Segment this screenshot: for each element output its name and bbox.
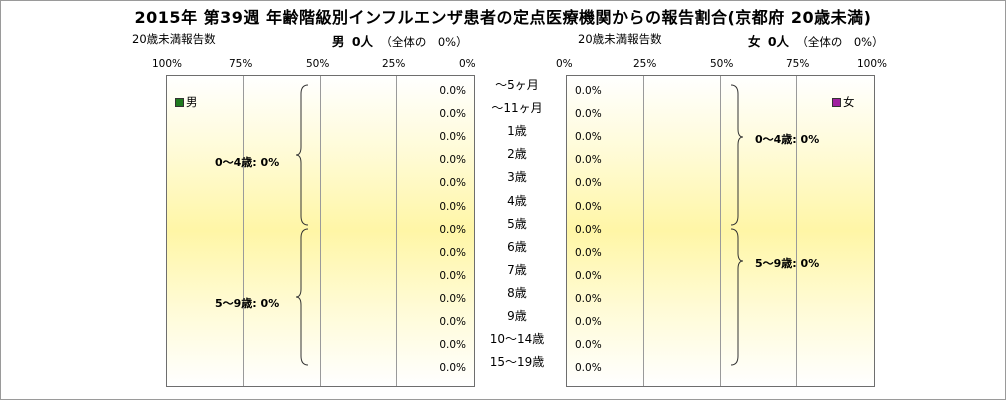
male-value-label: 0.0% xyxy=(439,177,466,190)
category-label: 2歳 xyxy=(507,147,527,162)
male-value-label: 0.0% xyxy=(439,131,466,144)
male-group-0-4-label: 0～4歳: 0% xyxy=(215,156,280,169)
category-label: 5歳 xyxy=(507,216,527,231)
chart-title: 2015年 第39週 年齢階級別インフルエンザ患者の定点医療機関からの報告割合(… xyxy=(134,8,872,27)
female-value-label: 0.0% xyxy=(575,339,602,352)
male-legend-swatch xyxy=(175,97,184,107)
female-value-label: 0.0% xyxy=(575,200,602,213)
category-label: 4歳 xyxy=(507,193,527,208)
male-value-label: 0.0% xyxy=(439,339,466,352)
female-summary-name: 女 xyxy=(748,34,761,49)
male-group-5-9-label: 5～9歳: 0% xyxy=(215,297,280,310)
female-legend-label: 女 xyxy=(843,95,855,109)
female-gridline xyxy=(720,76,721,386)
category-label: 1歳 xyxy=(507,124,527,139)
male-tick-label: 50% xyxy=(306,58,330,70)
male-tick-label: 75% xyxy=(229,58,253,70)
female-tick-label: 25% xyxy=(633,58,657,70)
male-summary-share: （全体の 0%） xyxy=(380,35,468,49)
male-tick-label: 0% xyxy=(459,58,476,70)
female-tick-label: 75% xyxy=(786,58,810,70)
male-gridline xyxy=(396,76,397,386)
male-tick-label: 25% xyxy=(382,58,406,70)
male-value-label: 0.0% xyxy=(439,316,466,328)
category-label: 15～19歳 xyxy=(489,355,545,370)
category-label: 10～14歳 xyxy=(489,332,545,347)
female-tick-label: 0% xyxy=(556,58,573,70)
male-brace-0-4 xyxy=(295,84,309,226)
female-value-label: 0.0% xyxy=(575,223,602,236)
female-value-label: 0.0% xyxy=(575,131,602,144)
male-value-label: 0.0% xyxy=(439,200,466,213)
female-legend-swatch xyxy=(832,97,841,107)
male-value-label: 0.0% xyxy=(439,223,466,236)
female-value-label: 0.0% xyxy=(575,108,602,121)
female-value-label: 0.0% xyxy=(575,292,602,305)
male-value-label: 0.0% xyxy=(439,269,466,282)
female-value-label: 0.0% xyxy=(575,177,602,190)
female-tick-label: 100% xyxy=(857,58,888,70)
female-value-label: 0.0% xyxy=(575,316,602,328)
female-plot-area: 女 0.0% 0.0% 0.0% 0.0% 0.0% 0.0% 0.0% 0.0% 0.0% 0.… xyxy=(566,75,875,387)
female-gridline xyxy=(796,76,797,386)
category-label: 9歳 xyxy=(507,309,527,323)
male-summary-count: 0人 xyxy=(351,34,374,49)
female-group-0-4-label: 0～4歳: 0% xyxy=(755,133,820,146)
male-plot-area: 男 0.0% 0.0% 0.0% 0.0% 0.0% 0.0% 0.0% 0.0% 0.0% 0.… xyxy=(166,75,475,387)
male-value-label: 0.0% xyxy=(439,154,466,167)
male-value-label: 0.0% xyxy=(439,246,466,259)
male-value-label: 0.0% xyxy=(439,108,466,121)
female-value-label: 0.0% xyxy=(575,85,602,97)
male-tick-label: 100% xyxy=(152,58,183,70)
female-legend: 女 xyxy=(832,94,855,110)
female-summary-count: 0人 xyxy=(767,34,790,49)
male-summary: 男 0人 （全体の 0%） xyxy=(332,31,468,50)
male-report-label: 20歳未満報告数 xyxy=(132,32,216,46)
male-value-label: 0.0% xyxy=(439,362,466,375)
female-brace-0-4 xyxy=(730,84,744,226)
male-gridline xyxy=(243,76,244,386)
female-summary-share: （全体の 0%） xyxy=(796,35,884,49)
male-summary-name: 男 xyxy=(332,34,345,49)
category-label: ～5ヶ月 xyxy=(495,78,539,92)
female-report-label: 20歳未満報告数 xyxy=(578,32,662,46)
male-legend-label: 男 xyxy=(186,95,198,109)
female-value-label: 0.0% xyxy=(575,246,602,259)
female-value-label: 0.0% xyxy=(575,154,602,167)
male-brace-5-9 xyxy=(295,228,309,366)
female-value-label: 0.0% xyxy=(575,362,602,375)
female-gridline xyxy=(643,76,644,386)
female-group-5-9-label: 5～9歳: 0% xyxy=(755,257,820,270)
female-brace-5-9 xyxy=(730,228,744,366)
male-value-label: 0.0% xyxy=(439,85,466,97)
female-tick-label: 50% xyxy=(710,58,734,70)
category-label: 8歳 xyxy=(507,285,527,300)
category-label: 7歳 xyxy=(507,262,527,277)
category-label: 6歳 xyxy=(507,239,527,254)
male-gridline xyxy=(320,76,321,386)
category-label: 3歳 xyxy=(507,170,527,185)
male-value-label: 0.0% xyxy=(439,292,466,305)
male-legend: 男 xyxy=(175,94,198,110)
category-label: ～11ヶ月 xyxy=(491,101,543,116)
female-value-label: 0.0% xyxy=(575,269,602,282)
female-summary: 女 0人 （全体の 0%） xyxy=(748,31,884,50)
